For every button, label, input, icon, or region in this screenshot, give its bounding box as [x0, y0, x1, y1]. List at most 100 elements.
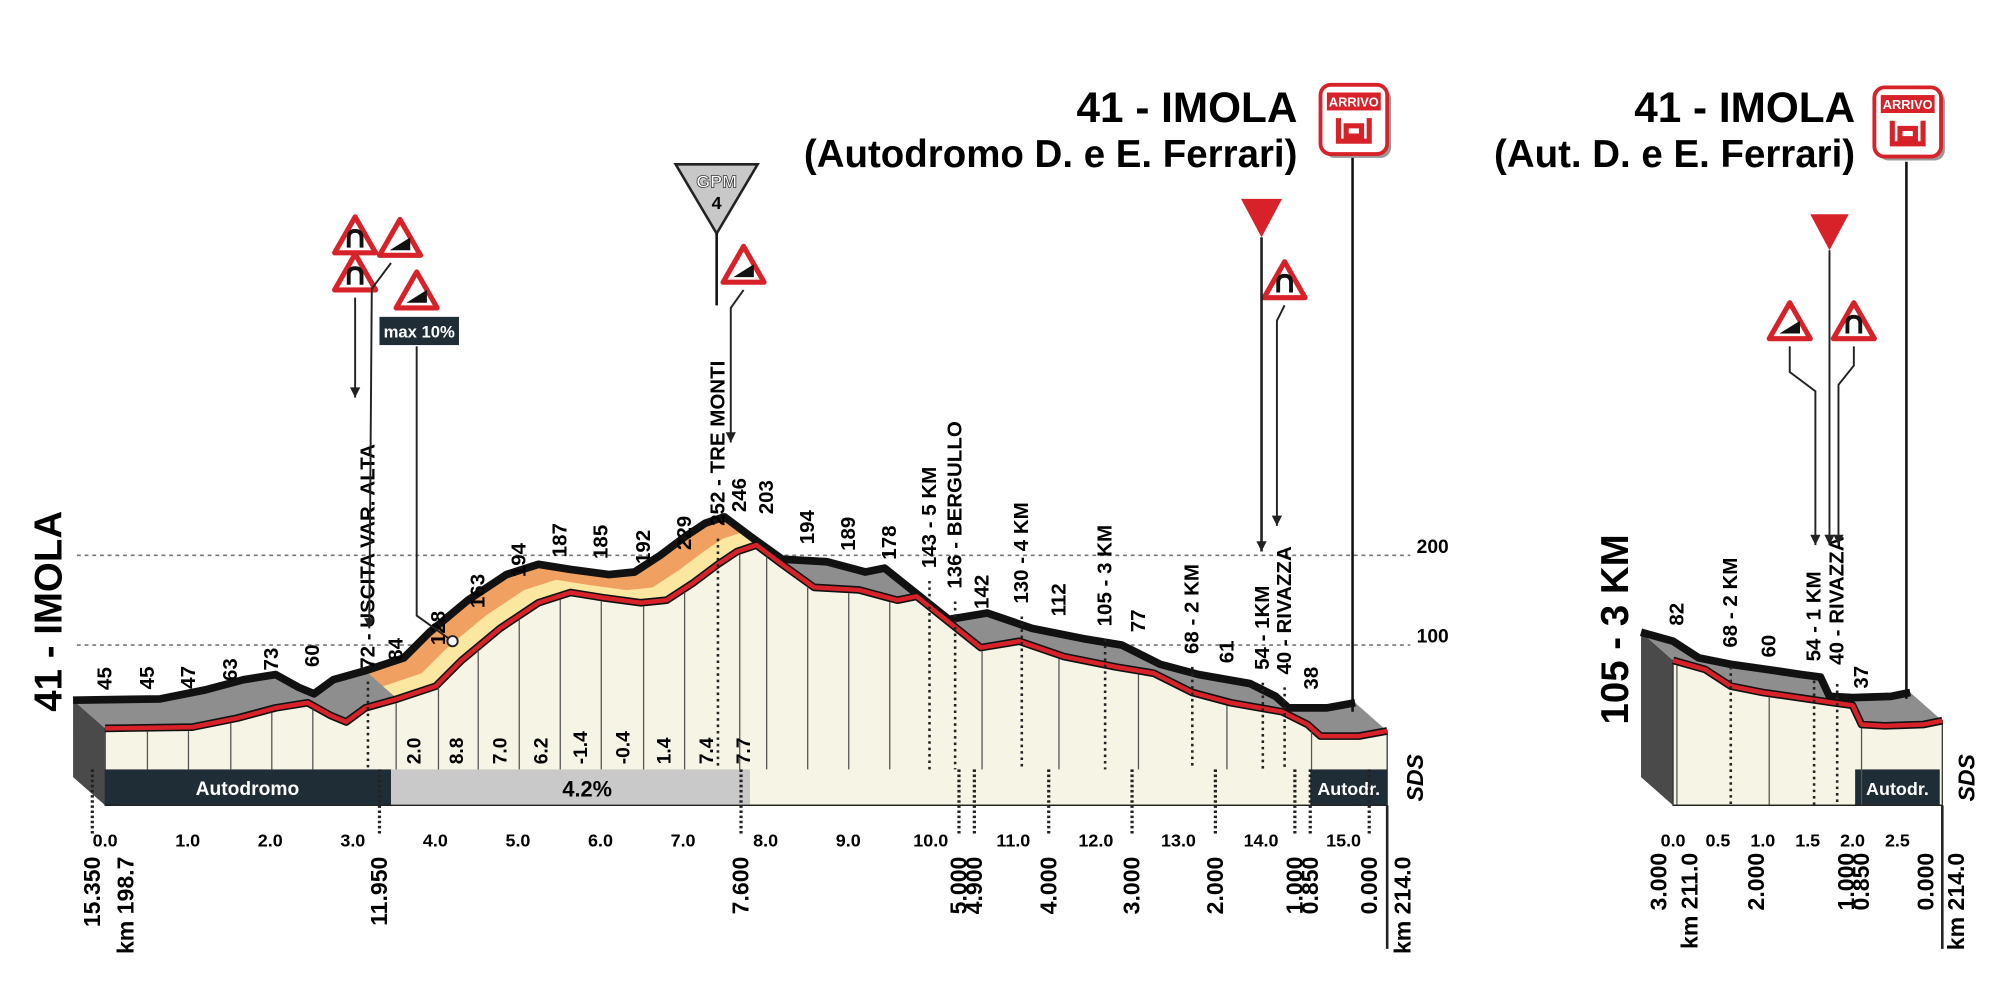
gpm-label: GPM: [696, 171, 737, 191]
km-tick: 1.5: [1795, 830, 1820, 850]
start-point: 105 - 3 KM: [1594, 534, 1637, 724]
climb-surface-light: [383, 532, 757, 699]
sign-icon: [1276, 273, 1293, 293]
warning-sign: [1261, 259, 1308, 301]
km-label: km 214.0: [1389, 857, 1415, 954]
km-label: km 214.0: [1943, 853, 1969, 950]
waypoint-label: 68 - 2 KM: [1719, 558, 1742, 648]
km-tick: 0.5: [1705, 830, 1730, 850]
waypoint-label: 130 - 4 KM: [1010, 502, 1033, 603]
pointer-head: [364, 618, 375, 629]
sign-icon: [1845, 314, 1863, 334]
waypoint-label: 54 - 1 KM: [1803, 571, 1826, 661]
km-tick: 1.0: [1750, 830, 1775, 850]
distance-label: 11.950: [366, 857, 392, 926]
elevation-label: 200: [1417, 537, 1449, 558]
km-tick: 9.0: [836, 830, 861, 850]
gradient-label: -1.4: [571, 731, 592, 764]
km-tick: 14.0: [1244, 830, 1279, 850]
altitude-label: 187: [549, 523, 572, 557]
sign-icon: [346, 229, 364, 248]
altitude-label: 47: [177, 666, 200, 689]
gpm-category: 4: [712, 193, 722, 213]
altitude-label: 185: [590, 525, 613, 559]
distance-label: 4.900: [961, 857, 987, 915]
km-tick: 0.0: [93, 830, 118, 850]
arrivo-label: ARRIVO: [1883, 97, 1933, 112]
gpm-sign: [673, 163, 760, 237]
pointer-line: [729, 289, 745, 443]
pointer-line: [1788, 346, 1817, 546]
altitude-label: 45: [136, 667, 159, 690]
distance-label: 3.000: [1119, 857, 1145, 915]
pointer-head: [1271, 515, 1283, 526]
km-tick: 1.0: [175, 830, 200, 850]
max-gradient-box: [379, 316, 459, 346]
start-town: 41 - IMOLA: [28, 511, 71, 712]
altitude-label: 178: [878, 525, 901, 559]
warning-sign: [332, 214, 379, 256]
km-tick: 6.0: [588, 830, 613, 850]
finish-title: 41 - IMOLA: [1077, 84, 1298, 131]
km-tick: 2.0: [258, 830, 283, 850]
sector-label: Autodromo: [196, 779, 300, 800]
sector-bar: [105, 769, 392, 806]
distance-label: 0.000: [1356, 857, 1382, 915]
pointer-line: [1275, 304, 1286, 526]
pointer-head: [1833, 534, 1844, 546]
km-tick: 11.0: [996, 830, 1030, 850]
altitude-label: 60: [301, 644, 324, 667]
flamme-rouge: [1810, 214, 1849, 251]
waypoint-label: 105 - 3 KM: [1094, 525, 1117, 626]
finish-subtitle: (Aut. D. e E. Ferrari): [1494, 133, 1855, 176]
arrivo-icon: [1335, 118, 1372, 144]
distance-label: 2.000: [1743, 853, 1769, 911]
road-line-red: [1672, 658, 1943, 729]
gradient-label: 6.2: [531, 738, 552, 765]
waypoint-label: 40 - RIVAZZA: [1826, 536, 1849, 665]
km-tick: 2.0: [1840, 830, 1865, 850]
pointer-head: [350, 387, 361, 398]
km-tick: 7.0: [671, 830, 696, 850]
distance-label: 5.000: [946, 857, 972, 915]
elevation-label: 100: [1417, 627, 1449, 648]
km-tick: 4.0: [423, 830, 448, 850]
km-tick: 3.0: [340, 830, 365, 850]
altitude-label: 61: [1215, 640, 1238, 663]
sector-label: 4.2%: [562, 776, 612, 801]
gradient-label: -0.4: [613, 731, 634, 764]
brand: SDS: [1953, 753, 1979, 801]
altitude-label: 82: [1665, 603, 1688, 626]
sector-bar: [1310, 769, 1388, 806]
warning-sign: [720, 243, 767, 285]
altitude-label: 246: [728, 478, 751, 512]
distance-label: 2.000: [1202, 857, 1228, 915]
km-label: km 198.7: [112, 857, 138, 954]
sign-icon: [346, 266, 364, 285]
pointer-head: [725, 432, 736, 443]
distance-label: 3.000: [1646, 853, 1672, 911]
profile-back-edge: [1639, 628, 1912, 702]
profile-side: [1641, 632, 1674, 806]
distance-label: 0.850: [1848, 853, 1874, 911]
km-tick: 8.0: [753, 830, 778, 850]
km-tick: 15.0: [1326, 830, 1361, 850]
profile-side: [73, 700, 106, 806]
altitude-label: 203: [755, 480, 778, 514]
flamme-rouge: [1241, 198, 1283, 238]
km-tick: 13.0: [1161, 830, 1196, 850]
distance-label: 1.000: [1282, 857, 1308, 915]
pointer-head: [1256, 541, 1267, 552]
altitude-label: 77: [1127, 609, 1150, 632]
warning-sign: [393, 269, 440, 311]
gradient-label: 1.4: [655, 737, 676, 764]
distance-label: 4.000: [1035, 857, 1061, 915]
gradient-label: 8.8: [447, 737, 468, 764]
altitude-label: 189: [837, 517, 860, 551]
sign-triangle: [332, 214, 379, 256]
sign-icon: [733, 264, 754, 278]
km-tick: 12.0: [1078, 830, 1113, 850]
arrivo-label: ARRIVO: [1329, 95, 1379, 110]
sector-label: Autodr.: [1866, 779, 1929, 799]
